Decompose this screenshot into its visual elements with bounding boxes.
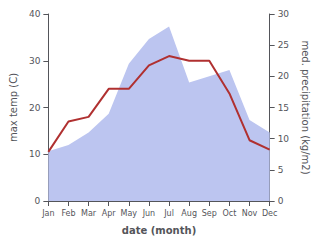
svg-text:Nov: Nov	[242, 209, 258, 218]
svg-text:25: 25	[278, 40, 289, 50]
svg-text:Aug: Aug	[181, 209, 197, 218]
svg-text:Oct: Oct	[222, 209, 236, 218]
svg-text:5: 5	[278, 165, 284, 175]
svg-text:date (month): date (month)	[122, 225, 196, 236]
svg-text:May: May	[121, 209, 138, 218]
svg-text:20: 20	[29, 103, 41, 113]
svg-text:Jun: Jun	[142, 209, 156, 218]
svg-text:Jul: Jul	[163, 209, 174, 218]
svg-text:med. precipitation (kg/m2): med. precipitation (kg/m2)	[300, 40, 311, 174]
svg-text:40: 40	[29, 9, 41, 19]
svg-text:Dec: Dec	[262, 209, 277, 218]
svg-text:0: 0	[278, 196, 284, 206]
svg-text:15: 15	[278, 103, 289, 113]
svg-text:10: 10	[278, 134, 290, 144]
svg-text:Feb: Feb	[61, 209, 75, 218]
svg-text:Jan: Jan	[41, 209, 54, 218]
svg-text:30: 30	[278, 9, 290, 19]
svg-text:20: 20	[278, 71, 290, 81]
svg-text:Sep: Sep	[202, 209, 217, 218]
svg-text:0: 0	[35, 196, 41, 206]
svg-text:Apr: Apr	[102, 209, 117, 218]
svg-text:30: 30	[29, 56, 41, 66]
svg-text:max temp (C): max temp (C)	[8, 73, 19, 142]
svg-text:Mar: Mar	[81, 209, 97, 218]
svg-text:10: 10	[29, 149, 41, 159]
